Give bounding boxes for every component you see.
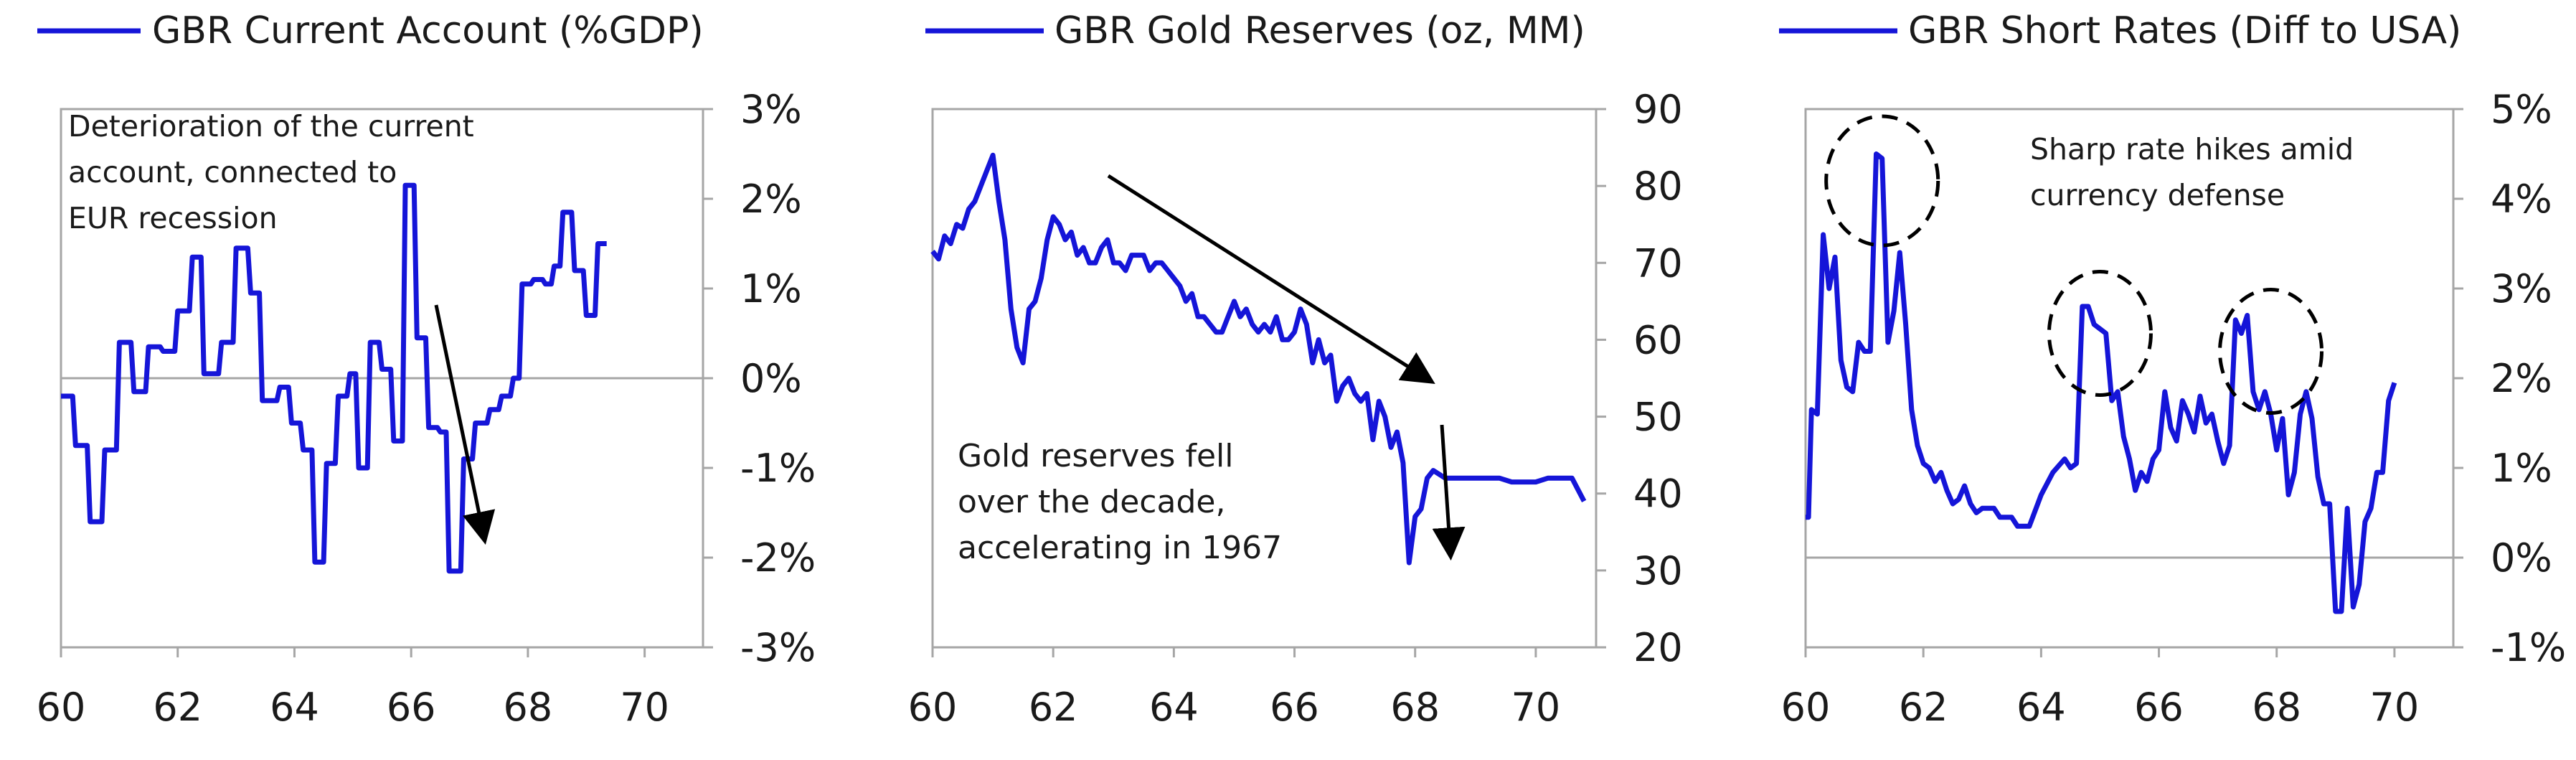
y-tick-label: 40 bbox=[1633, 472, 1683, 517]
annotation-text: Gold reserves fell bbox=[958, 438, 1233, 474]
y-tick-label: 70 bbox=[1633, 240, 1683, 286]
y-tick-label: 0% bbox=[740, 356, 802, 401]
legend-label: GBR Gold Reserves (oz, MM) bbox=[1055, 9, 1585, 52]
y-tick-label: 5% bbox=[2491, 87, 2552, 132]
y-tick-label: 3% bbox=[740, 87, 802, 132]
highlight-circle bbox=[2218, 288, 2324, 415]
x-tick-label: 66 bbox=[387, 685, 436, 730]
y-tick-label: 80 bbox=[1633, 164, 1683, 209]
y-tick-label: -1% bbox=[740, 446, 816, 491]
y-tick-label: 20 bbox=[1633, 625, 1683, 670]
y-tick-label: 3% bbox=[2491, 266, 2552, 311]
x-tick-label: 62 bbox=[153, 685, 202, 730]
annotation-arrow bbox=[1432, 424, 1466, 561]
series-line bbox=[1806, 151, 2397, 614]
y-tick-label: 50 bbox=[1633, 395, 1683, 440]
annotation-text: Sharp rate hikes amid bbox=[2030, 132, 2354, 166]
y-tick-label: 4% bbox=[2491, 177, 2552, 222]
y-tick-label: 2% bbox=[2491, 356, 2552, 401]
highlight-circle bbox=[1824, 114, 1940, 248]
series-line bbox=[930, 152, 1587, 566]
y-tick-label: -3% bbox=[740, 625, 816, 670]
series-line bbox=[61, 182, 607, 574]
x-tick-label: 64 bbox=[2016, 685, 2066, 730]
highlight-circle bbox=[2047, 270, 2153, 397]
y-tick-label: 30 bbox=[1633, 548, 1683, 594]
y-tick-label: 2% bbox=[740, 177, 802, 222]
chart-panel-3: GBR Short Rates (Diff to USA) -1% 0% 1% 2% 3%… bbox=[1779, 9, 2566, 730]
y-tick-label: -2% bbox=[740, 535, 816, 581]
x-tick-label: 68 bbox=[2252, 685, 2301, 730]
legend-label: GBR Short Rates (Diff to USA) bbox=[1908, 9, 2461, 52]
x-tick-label: 60 bbox=[908, 685, 958, 730]
y-tick-label: 90 bbox=[1633, 87, 1683, 132]
annotation-text: Deterioration of the current bbox=[68, 109, 474, 144]
x-tick-label: 60 bbox=[1781, 685, 1831, 730]
annotation-text: currency defense bbox=[2030, 178, 2285, 212]
y-tick-label: -1% bbox=[2491, 625, 2566, 670]
y-tick-label: 0% bbox=[2491, 535, 2552, 581]
legend-label: GBR Current Account (%GDP) bbox=[152, 9, 704, 52]
chart-panel-2: GBR Gold Reserves (oz, MM) 20 30 40 50 60 70 80… bbox=[908, 9, 1683, 730]
x-tick-label: 70 bbox=[1511, 685, 1561, 730]
x-tick-label: 62 bbox=[1899, 685, 1948, 730]
annotation-text: accelerating in 1967 bbox=[958, 530, 1282, 566]
annotation-arrow bbox=[1107, 174, 1435, 384]
x-tick-label: 64 bbox=[1149, 685, 1199, 730]
annotation-text: account, connected to bbox=[68, 155, 397, 189]
x-tick-label: 66 bbox=[2134, 685, 2184, 730]
x-tick-label: 60 bbox=[37, 685, 86, 730]
x-tick-label: 68 bbox=[1390, 685, 1440, 730]
plot-frame bbox=[931, 108, 1598, 649]
x-tick-label: 68 bbox=[504, 685, 553, 730]
annotation-text: EUR recession bbox=[68, 201, 278, 235]
x-tick-label: 70 bbox=[620, 685, 669, 730]
chart-panel-1: GBR Current Account (%GDP) -3% -2% -1% 0% 1% 2… bbox=[37, 9, 816, 730]
x-tick-label: 64 bbox=[270, 685, 319, 730]
x-tick-label: 70 bbox=[2370, 685, 2420, 730]
annotation-text: over the decade, bbox=[958, 484, 1225, 520]
y-tick-label: 60 bbox=[1633, 317, 1683, 362]
x-tick-label: 66 bbox=[1270, 685, 1319, 730]
x-tick-label: 62 bbox=[1029, 685, 1078, 730]
annotation-arrow bbox=[434, 304, 496, 545]
y-tick-label: 1% bbox=[740, 266, 802, 311]
y-tick-label: 1% bbox=[2491, 446, 2552, 491]
